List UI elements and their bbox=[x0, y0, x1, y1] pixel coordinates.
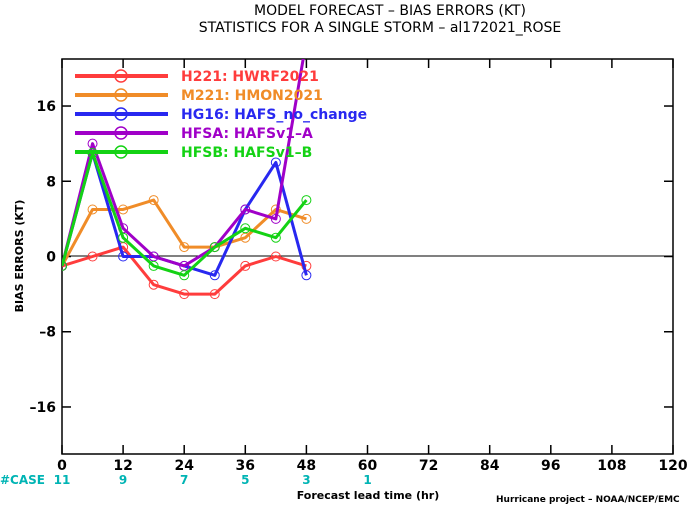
data-point bbox=[301, 270, 312, 281]
data-point bbox=[209, 270, 220, 281]
y-tick-label: –8 bbox=[39, 325, 56, 341]
data-point bbox=[179, 270, 190, 281]
legend-marker bbox=[114, 145, 128, 159]
case-count: 5 bbox=[241, 473, 249, 487]
data-point bbox=[270, 251, 281, 262]
case-count: 11 bbox=[54, 473, 71, 487]
x-tick-label: 60 bbox=[358, 458, 378, 474]
legend-label: HFSA: HAFSv1–A bbox=[181, 126, 313, 142]
x-ticks: 0 12 24 36 48 60 72 84 96 108 120 bbox=[57, 59, 688, 474]
data-point bbox=[148, 260, 159, 271]
x-tick-label: 120 bbox=[658, 458, 687, 474]
case-label: #CASE bbox=[0, 473, 45, 487]
x-tick-label: 72 bbox=[419, 458, 438, 474]
case-count: 9 bbox=[119, 473, 127, 487]
data-point bbox=[270, 232, 281, 243]
data-point bbox=[209, 289, 220, 300]
data-point bbox=[87, 251, 98, 262]
data-point bbox=[301, 195, 312, 206]
case-count: 3 bbox=[302, 473, 310, 487]
series-line bbox=[62, 59, 305, 268]
data-point bbox=[148, 195, 159, 206]
x-tick-label: 84 bbox=[480, 458, 500, 474]
legend-label: HG16: HAFS_no_change bbox=[181, 107, 367, 123]
case-count: 1 bbox=[363, 473, 371, 487]
x-tick-label: 0 bbox=[57, 458, 67, 474]
chart-title: MODEL FORECAST – BIAS ERRORS (KT) bbox=[254, 3, 526, 19]
data-point bbox=[209, 242, 220, 253]
data-point bbox=[302, 36, 311, 45]
y-axis-label: BIAS ERRORS (KT) bbox=[13, 200, 26, 313]
y-tick-label: 0 bbox=[46, 250, 56, 266]
x-tick-label: 12 bbox=[113, 458, 132, 474]
x-tick-label: 36 bbox=[236, 458, 255, 474]
case-counts: #CASE 11 9 7 5 3 1 bbox=[0, 473, 372, 487]
data-point bbox=[118, 204, 129, 215]
data-point bbox=[118, 251, 129, 262]
case-count: 7 bbox=[180, 473, 188, 487]
chart-subtitle: STATISTICS FOR A SINGLE STORM – al172021… bbox=[199, 20, 561, 36]
legend: H221: HWRF2021 M221: HMON2021 HG16: HAFS_n… bbox=[75, 69, 367, 161]
x-axis-label: Forecast lead time (hr) bbox=[297, 489, 440, 502]
x-tick-label: 48 bbox=[297, 458, 316, 474]
data-point bbox=[179, 289, 190, 300]
data-point bbox=[62, 260, 67, 271]
data-point bbox=[301, 213, 312, 224]
legend-marker bbox=[114, 126, 128, 140]
data-point bbox=[270, 213, 281, 224]
series-line bbox=[62, 245, 307, 296]
x-tick-label: 96 bbox=[541, 458, 560, 474]
credit-text: Hurricane project – NOAA/NCEP/EMC bbox=[496, 495, 680, 505]
legend-label: H221: HWRF2021 bbox=[181, 69, 319, 85]
series-line bbox=[62, 151, 308, 277]
legend-marker bbox=[114, 88, 128, 102]
data-point bbox=[118, 232, 129, 243]
y-tick-label: 16 bbox=[37, 99, 56, 115]
legend-label: HFSB: HAFSv1–B bbox=[181, 145, 312, 161]
y-ticks: –16 –8 0 8 16 bbox=[30, 99, 673, 416]
data-point bbox=[179, 242, 190, 253]
data-point bbox=[148, 279, 159, 290]
data-point bbox=[240, 260, 251, 271]
legend-marker bbox=[114, 107, 128, 121]
legend-label: M221: HMON2021 bbox=[181, 88, 323, 104]
data-point bbox=[270, 157, 281, 168]
x-tick-label: 24 bbox=[174, 458, 194, 474]
data-point bbox=[240, 204, 251, 215]
series-line bbox=[62, 198, 307, 267]
series-lines bbox=[62, 36, 312, 300]
x-tick-label: 108 bbox=[597, 458, 626, 474]
y-tick-label: 8 bbox=[46, 174, 56, 190]
data-point bbox=[240, 223, 251, 234]
legend-marker bbox=[114, 69, 128, 83]
data-point bbox=[87, 204, 98, 215]
y-tick-label: –16 bbox=[30, 400, 56, 416]
